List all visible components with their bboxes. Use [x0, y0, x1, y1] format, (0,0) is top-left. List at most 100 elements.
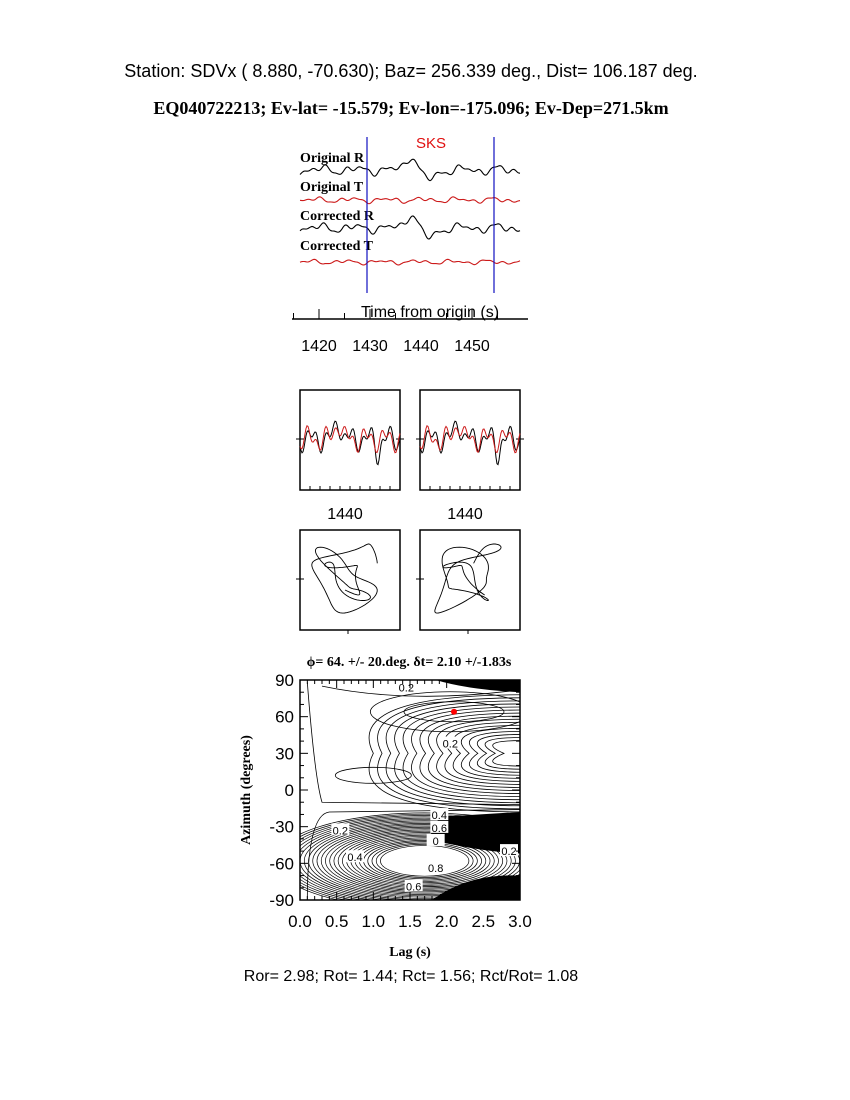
x-tick-label: 0.0: [288, 912, 312, 931]
contour-line: [321, 685, 520, 697]
contour-label-bg: [441, 736, 460, 749]
particle-motion-frame: [299, 529, 401, 631]
contour-line: [320, 826, 520, 895]
contour-line: [394, 703, 520, 804]
contour-line: [300, 819, 520, 900]
y-tick-label: -90: [269, 891, 294, 910]
contour-line: [363, 840, 487, 882]
contour-line: [385, 700, 520, 807]
contour-label-bg: [430, 820, 449, 833]
contour-line: [337, 832, 512, 890]
trace-corrected-t: [299, 258, 521, 266]
time-tick-label: 1430: [352, 338, 388, 355]
contour-label: 0.2: [333, 825, 348, 837]
time-tick-label: 1440: [403, 338, 439, 355]
contour-label-bg: [404, 879, 423, 892]
contour-line: [350, 836, 499, 886]
contour-line: [300, 817, 520, 900]
phase-label: SKS: [416, 135, 446, 152]
transverse-trace: [419, 425, 521, 454]
contour-label: 0.6: [406, 882, 421, 894]
contour-label-bg: [346, 850, 364, 863]
contour-line: [492, 740, 520, 767]
particle-motion-path: [311, 543, 378, 614]
y-tick-label: 0: [285, 781, 294, 800]
splitting-grid-panel: ϕ= 64. +/- 20.deg. δt= 2.10 +/-1.83s 0.2…: [239, 655, 532, 960]
contour-line: [306, 682, 520, 806]
dense-contour-region: [432, 875, 520, 900]
contour-line: [428, 715, 520, 791]
station-title: Station: SDVx ( 8.880, -70.630); Baz= 25…: [124, 61, 697, 81]
contour-line: [342, 833, 508, 889]
contour-line: [300, 812, 520, 900]
contour-line: [300, 816, 520, 900]
contour-line: [334, 766, 412, 784]
y-tick-label: 90: [275, 671, 294, 690]
contour-line: [371, 842, 478, 880]
box-tick-label: 1440: [327, 506, 363, 523]
contour-line: [476, 734, 520, 773]
contour-label: 0.6: [432, 823, 447, 835]
radial-trace: [419, 420, 521, 466]
contour-line: [306, 809, 520, 900]
contour-title: ϕ= 64. +/- 20.deg. δt= 2.10 +/-1.83s: [307, 655, 512, 670]
x-tick-label: 3.0: [508, 912, 532, 931]
x-axis-label: Lag (s): [389, 945, 431, 960]
contour-line: [300, 813, 520, 900]
contour-label-bg: [397, 680, 416, 693]
trace-original-r: [299, 158, 521, 182]
x-tick-label: 2.5: [472, 912, 496, 931]
contour-label: 0: [433, 836, 439, 848]
contour-line: [403, 701, 505, 723]
contour-label: 0.2: [501, 846, 516, 858]
waveform-panel: SKS Original R Original T Corrected R Co…: [292, 135, 528, 355]
contour-frame: [299, 679, 521, 901]
contour-label-bg: [426, 833, 445, 846]
trace-label-original-t: Original T: [300, 180, 364, 195]
waveform-box: 1440: [416, 389, 524, 634]
y-tick-label: 60: [275, 708, 294, 727]
contour-line: [333, 830, 516, 891]
contour-line: [380, 845, 470, 877]
particle-motion-frame: [419, 529, 521, 631]
trace-label-corrected-t: Corrected T: [300, 239, 374, 254]
contour-line: [325, 828, 520, 894]
best-fit-marker: [451, 708, 457, 715]
time-tick-label: 1450: [454, 338, 490, 355]
dense-contour-region: [435, 680, 520, 693]
trace-original-t: [299, 196, 521, 205]
contour-line: [436, 718, 520, 788]
trace-label-original-r: Original R: [300, 151, 365, 166]
contour-label: 0.4: [432, 810, 447, 822]
x-tick-label: 1.0: [362, 912, 386, 931]
particle-motion-path: [434, 543, 502, 614]
contour-label: 0.8: [428, 863, 443, 875]
trace-label-corrected-r: Corrected R: [300, 209, 375, 224]
x-tick-label: 1.5: [398, 912, 422, 931]
event-title: EQ040722213; Ev-lat= -15.579; Ev-lon=-17…: [153, 98, 668, 118]
contour-line: [460, 727, 520, 779]
contour-line: [316, 825, 520, 897]
contour-line: [484, 737, 520, 770]
contour-line: [368, 694, 520, 813]
transverse-trace: [299, 425, 401, 454]
box-tick-label: 1440: [447, 506, 483, 523]
y-tick-label: -30: [269, 818, 294, 837]
contour-label: 0.2: [443, 739, 458, 751]
contour-label-bg: [331, 823, 350, 836]
time-tick-label: 1420: [301, 338, 337, 355]
ratio-summary: Ror= 2.98; Rot= 1.44; Rct= 1.56; Rct/Rot…: [244, 968, 579, 985]
contour-line: [300, 815, 520, 900]
y-tick-label: 30: [275, 744, 294, 763]
contour-line: [369, 691, 520, 733]
trace-corrected-r: [299, 215, 521, 240]
y-axis-label: Azimuth (degrees): [239, 735, 254, 845]
x-tick-label: 0.5: [325, 912, 349, 931]
contour-line: [402, 706, 520, 801]
comparison-panels: 1440 1440: [296, 389, 524, 634]
contour-line: [419, 712, 520, 794]
contour-label-bg: [430, 808, 449, 821]
contour-line: [375, 843, 474, 878]
contour-line: [444, 721, 520, 785]
